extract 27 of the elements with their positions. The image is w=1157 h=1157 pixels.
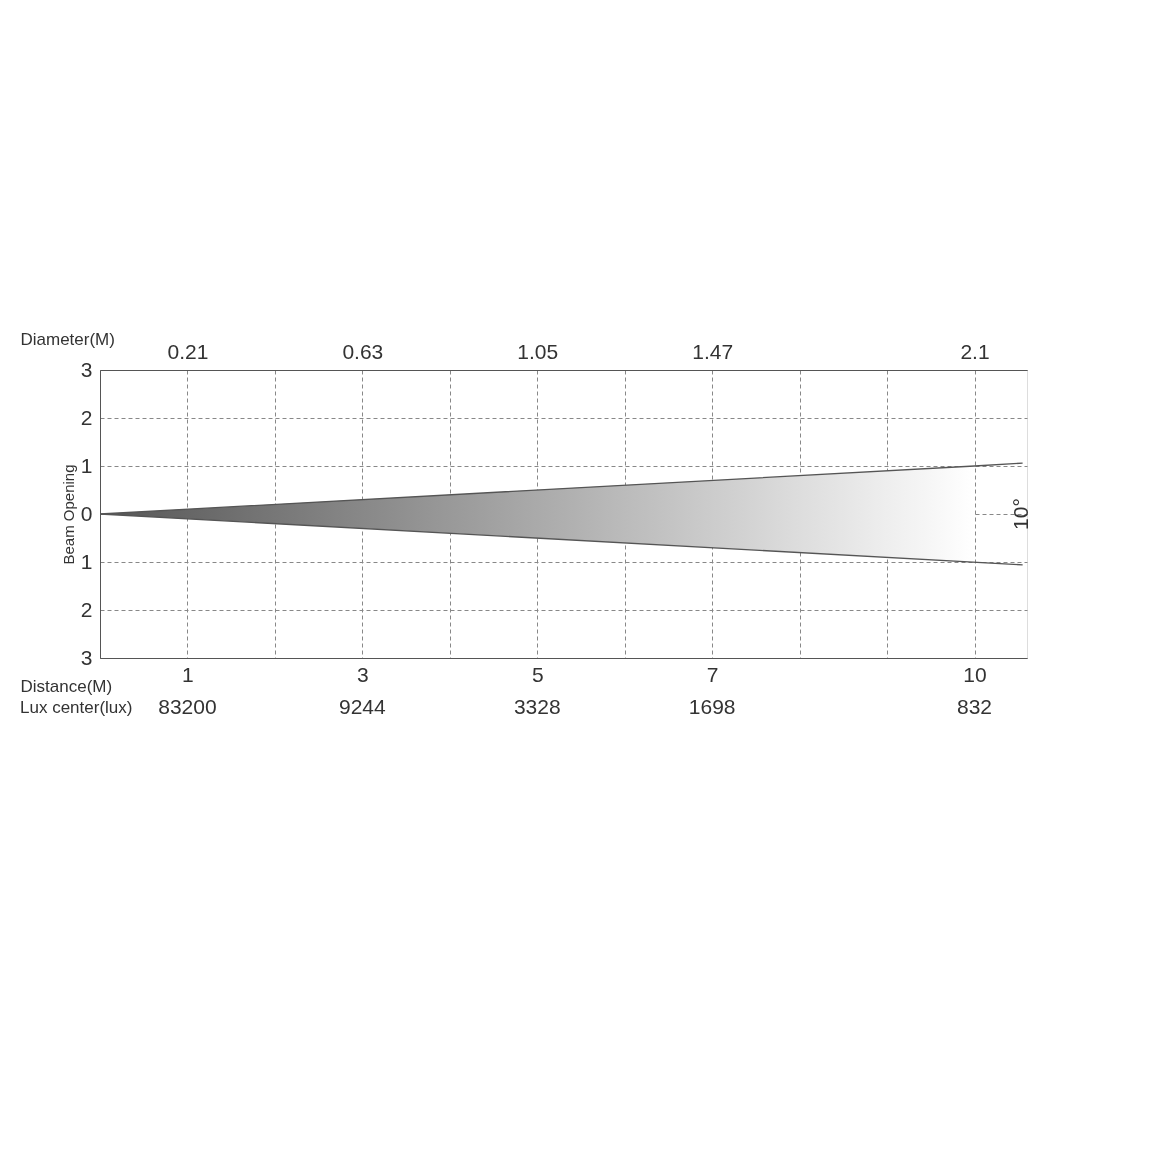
- x-tick-label: 1: [182, 662, 194, 686]
- text: 3328: [513, 695, 561, 718]
- x-axis-title: Distance(M): [20, 676, 113, 696]
- y-tick-label: 3: [80, 357, 93, 381]
- y-tick-label: 3: [80, 645, 93, 669]
- y-tick-label: 0: [80, 501, 93, 525]
- y-tick-label: 2: [80, 405, 93, 429]
- text: 832: [957, 695, 993, 718]
- x-tick-label: 3: [357, 662, 369, 686]
- text: 9244: [339, 695, 387, 718]
- y-tick-label: 1: [80, 453, 93, 477]
- y-axis-title: Beam Opening: [59, 464, 77, 565]
- x2-tick-label: 1.47: [692, 339, 734, 363]
- x-tick-label: 10: [963, 662, 987, 686]
- x2-tick-label: 1.05: [517, 339, 559, 363]
- text: Lux center(lux): [20, 698, 133, 717]
- x2-tick-label: 2.1: [960, 339, 990, 363]
- y-tick-label: 2: [80, 597, 93, 621]
- x-tick-label: 5: [531, 662, 544, 686]
- y-tick-label: 1: [80, 549, 93, 573]
- x-tick-label: 7: [706, 662, 719, 686]
- x2-tick-label: 0.21: [167, 339, 209, 363]
- x2-axis-title: Diameter(M): [20, 329, 115, 349]
- annotation: 10°: [1009, 498, 1032, 530]
- text: 1698: [688, 695, 736, 718]
- x2-tick-label: 0.63: [342, 339, 384, 363]
- text: 83200: [158, 695, 217, 718]
